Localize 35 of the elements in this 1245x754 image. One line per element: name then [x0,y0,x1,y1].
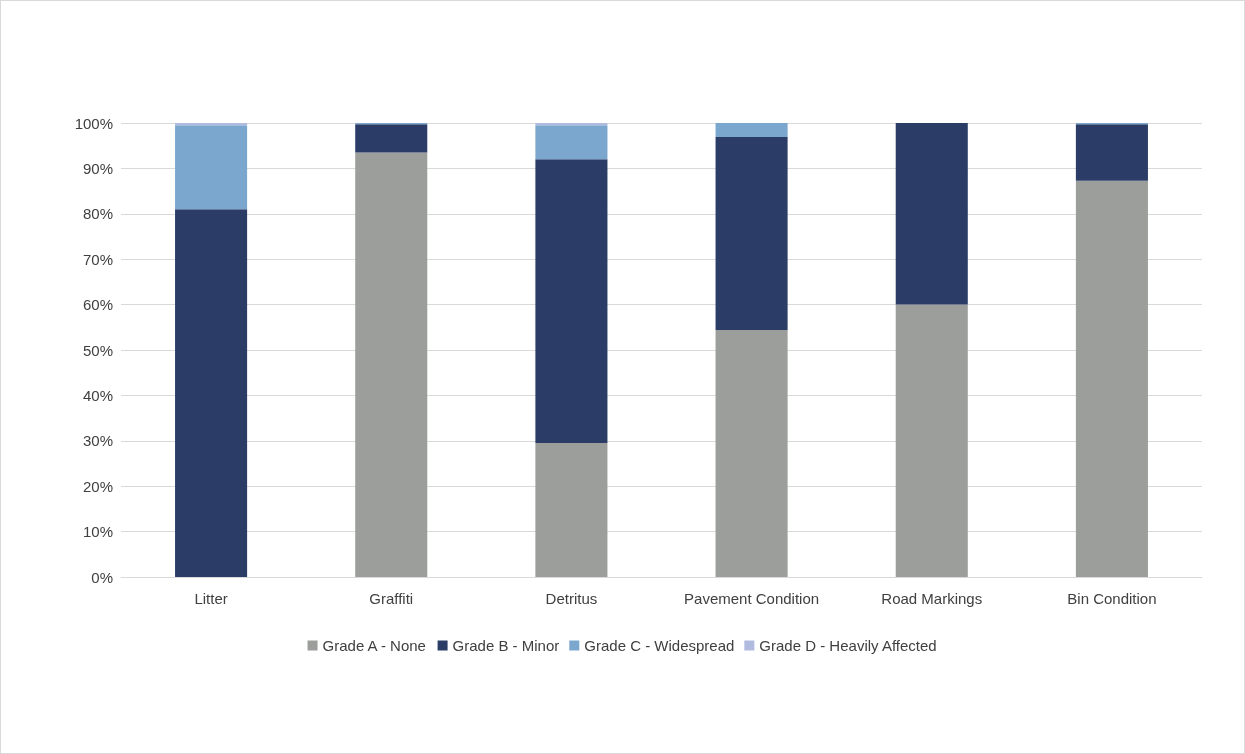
x-tick-label: Graffiti [369,590,414,607]
y-tick-label: 10% [82,523,113,541]
y-tick-label: 90% [82,159,113,177]
bar [535,125,608,160]
bar [895,123,968,305]
x-tick-label: Bin Condition [1067,590,1157,607]
bar [355,124,428,153]
legend-label: Grade A - None [322,637,426,654]
legend-label: Grade B - Minor [452,637,560,654]
x-tick-label: Litter [194,590,228,607]
x-tick-label: Pavement Condition [684,590,820,607]
x-tick-label: Road Markings [881,590,983,607]
bar [1075,180,1148,577]
bar [355,152,428,577]
legend-label: Grade C - Widespread [584,637,735,654]
y-tick-label: 50% [82,341,113,359]
y-tick-label: 60% [82,296,113,314]
bar [715,123,788,138]
bar [175,125,248,210]
bar [175,209,248,577]
bar [715,330,788,577]
y-tick-label: 20% [82,477,113,495]
bar [535,159,608,444]
legend-label: Grade D - Heavily Affected [759,637,937,654]
y-tick-label: 80% [82,205,113,223]
bar [715,137,788,331]
bar [895,304,968,577]
bar [1075,124,1148,181]
y-tick-label: 30% [82,432,113,450]
y-tick-label: 40% [82,386,113,404]
y-tick-label: 70% [82,250,113,268]
bar [535,443,608,577]
y-tick-label: 100% [74,114,113,132]
y-tick-label: 0% [91,568,113,586]
x-tick-label: Detritus [545,590,598,607]
